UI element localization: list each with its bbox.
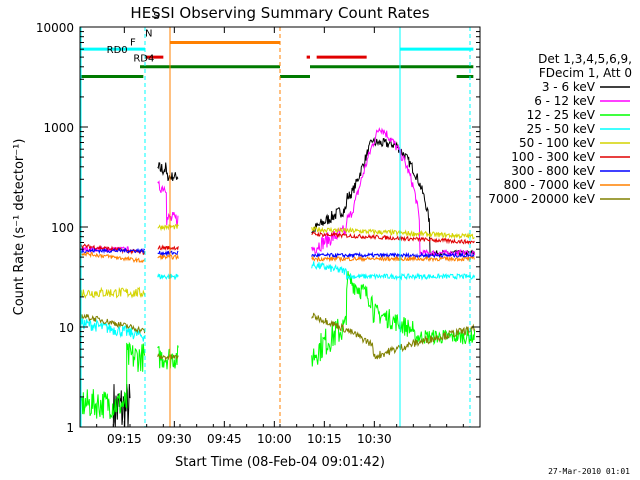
legend-label-7: 800 - 7000 keV <box>504 178 596 192</box>
flag-label-f: F <box>130 38 136 49</box>
y-tick-label-0: 1 <box>66 421 74 435</box>
series-50-100-kev-a <box>79 286 146 299</box>
flag-label-rd0: RD0 <box>107 45 128 56</box>
legend-label-5: 100 - 300 keV <box>511 150 595 164</box>
series-800-7000-kev-b <box>157 253 179 261</box>
x-tick-label-1: 09:30 <box>157 432 192 446</box>
flag-label-s: S <box>153 11 159 22</box>
legend: Det 1,3,4,5,6,9, FDecim 1, Att 0 3 - 6 k… <box>488 52 632 206</box>
series-100-300-kev-b <box>157 244 179 251</box>
series-25-50-kev-b <box>157 273 179 280</box>
legend-label-2: 12 - 25 keV <box>527 108 596 122</box>
series-12-25-kev-a <box>79 341 146 419</box>
y-tick-label-3: 1000 <box>43 121 74 135</box>
legend-header-line-2: FDecim 1, Att 0 <box>539 66 632 80</box>
series-50-100-kev-b <box>157 223 179 232</box>
series-6-12-kev-c <box>311 127 476 258</box>
series-100-300-kev-c <box>311 231 475 245</box>
series-50-100-kev-c <box>311 225 475 240</box>
series-12-25-kev-c <box>311 270 476 367</box>
series-3-6-kev-b <box>157 162 179 182</box>
legend-label-0: 3 - 6 keV <box>542 80 596 94</box>
series-7000-20000-kev-b <box>157 353 179 362</box>
series-300-800-kev-b <box>157 250 179 257</box>
series-7000-20000-kev-a <box>79 313 146 334</box>
legend-label-8: 7000 - 20000 keV <box>488 192 595 206</box>
legend-header-line-1: Det 1,3,4,5,6,9, <box>538 52 632 66</box>
legend-label-4: 50 - 100 keV <box>519 136 596 150</box>
series-12-25-kev-b <box>157 345 179 370</box>
series-layer <box>79 127 476 428</box>
axis-layer: 09:15 09:30 09:45 10:00 10:15 10:30 1 10 100 1000… <box>36 21 481 446</box>
legend-label-6: 300 - 800 keV <box>511 164 595 178</box>
x-tick-label-3: 10:00 <box>257 432 292 446</box>
series-800-7000-kev-a <box>79 250 145 264</box>
footer-date: 27-Mar-2010 01:01 <box>548 467 630 476</box>
series-6-12-kev-b <box>157 180 179 226</box>
x-tick-label-4: 10:15 <box>307 432 342 446</box>
legend-label-1: 6 - 12 keV <box>534 94 596 108</box>
y-axis-label: Count Rate (s⁻¹ detector⁻¹) <box>12 139 27 316</box>
series-7000-20000-kev-c <box>311 312 476 360</box>
y-tick-label-4: 10000 <box>36 21 74 35</box>
x-tick-label-2: 09:45 <box>207 432 242 446</box>
series-800-7000-kev-c <box>311 255 475 263</box>
series-25-50-kev-c <box>311 261 476 281</box>
chart-title: HESSI Observing Summary Count Rates <box>130 4 429 22</box>
legend-label-3: 25 - 50 keV <box>527 122 596 136</box>
series-300-800-kev-c <box>311 251 475 260</box>
x-tick-label-0: 09:15 <box>107 432 142 446</box>
series-300-800-kev-a <box>79 247 146 255</box>
y-tick-label-2: 100 <box>51 221 74 235</box>
y-tick-label-1: 10 <box>59 321 74 335</box>
flag-label-rd4: RD4 <box>133 54 154 65</box>
x-axis-label: Start Time (08-Feb-04 09:01:42) <box>175 455 385 470</box>
x-tick-label-5: 10:30 <box>357 432 392 446</box>
flag-label-n: N <box>145 29 152 40</box>
series-25-50-kev-a <box>79 317 146 342</box>
